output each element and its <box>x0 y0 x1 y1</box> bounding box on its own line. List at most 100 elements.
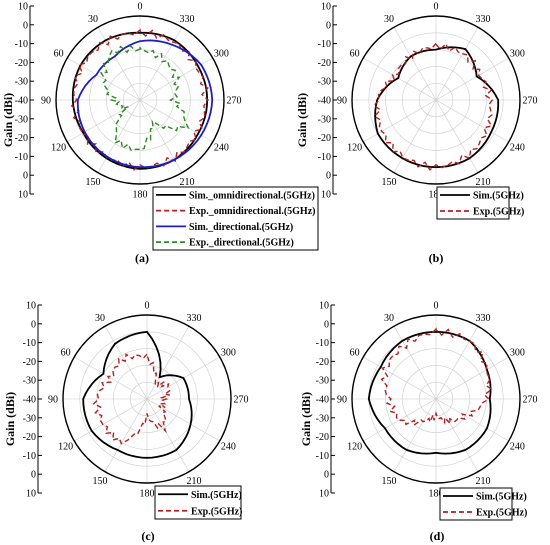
series-curve-2 <box>92 352 171 445</box>
angle-label: 180 <box>140 489 155 500</box>
angle-label: 270 <box>234 395 249 406</box>
series-curve-1 <box>367 330 492 455</box>
angle-label: 210 <box>476 177 491 188</box>
grid-spoke <box>393 398 437 472</box>
gain-tick-label: -20 <box>316 432 329 443</box>
legend-label: Exp.(5GHz) <box>473 207 524 218</box>
gain-tick-label: 10 <box>18 190 28 201</box>
legend-box <box>439 487 513 521</box>
grid-spoke <box>146 398 220 442</box>
angle-label: 300 <box>510 348 525 359</box>
gain-tick-label: -30 <box>318 114 331 125</box>
gain-tick-label: -20 <box>23 432 36 443</box>
gain-tick-label: -20 <box>318 58 331 69</box>
gain-tick-label: 10 <box>319 301 329 312</box>
legend-label: Exp.(5GHz) <box>191 506 242 517</box>
series-curve-3 <box>76 39 214 169</box>
gain-tick-label: 10 <box>26 301 36 312</box>
grid-spoke <box>393 99 437 173</box>
angle-label: 300 <box>510 49 525 60</box>
angle-label: 60 <box>350 49 360 60</box>
gain-tick-label: -10 <box>15 39 28 50</box>
gain-tick-label: -30 <box>23 413 36 424</box>
gain-tick-label: 0 <box>31 470 36 481</box>
panel-label: (c) <box>141 529 154 543</box>
angle-label: 330 <box>476 14 491 25</box>
angle-label: 90 <box>337 96 347 107</box>
grid-spoke <box>97 99 141 173</box>
outer-ring <box>351 15 521 185</box>
angle-label: 270 <box>523 96 538 107</box>
legend-label: Sim.(5GHz) <box>476 492 527 503</box>
angle-label: 210 <box>476 476 491 487</box>
legend-box <box>436 186 510 220</box>
angle-label: 180 <box>429 190 444 201</box>
angle-label: 30 <box>384 313 394 324</box>
angle-label: 240 <box>214 143 229 154</box>
angle-label: 60 <box>54 49 64 60</box>
grid-spoke <box>74 356 148 400</box>
gain-tick-label: -20 <box>15 133 28 144</box>
grid-spoke <box>363 356 437 400</box>
y-axis-label: Gain (dBi) <box>1 93 15 147</box>
series-curve-2 <box>372 41 494 171</box>
y-axis-label: Gain (dBi) <box>299 392 313 446</box>
grid-spoke <box>74 398 148 442</box>
angle-label: 270 <box>227 96 242 107</box>
gain-tick-label: 0 <box>324 470 329 481</box>
grid-spoke <box>363 57 437 101</box>
legend-label: Exp._omnidirectional.(5GHz) <box>189 206 315 217</box>
series-curve-1 <box>82 330 193 459</box>
gain-tick-label: 0 <box>31 319 36 330</box>
grid-spoke <box>393 27 437 101</box>
angle-label: 0 <box>145 301 150 312</box>
angle-label: 300 <box>221 348 236 359</box>
y-axis-label: Gain (dBi) <box>3 392 17 446</box>
gain-tick-label: -10 <box>318 152 331 163</box>
gain-tick-label: 10 <box>18 2 28 13</box>
grid-spoke <box>435 326 479 400</box>
grid-spoke <box>97 27 141 101</box>
angle-label: 240 <box>221 442 236 453</box>
grid-spoke <box>104 326 148 400</box>
angle-label: 150 <box>382 476 397 487</box>
angle-label: 330 <box>180 14 195 25</box>
grid-spoke <box>139 27 183 101</box>
gain-tick-label: 10 <box>319 489 329 500</box>
polar-panel-4: 0 330 300 270 240 210 180 150 120 90 60 30 10 0 -10 -20… <box>299 301 538 544</box>
angle-label: 330 <box>476 313 491 324</box>
gain-tick-label: 0 <box>23 20 28 31</box>
angle-label: 210 <box>187 476 202 487</box>
angle-label: 120 <box>51 143 66 154</box>
grid-spoke <box>435 57 509 101</box>
panel-label: (a) <box>135 251 149 265</box>
gain-tick-label: -30 <box>316 413 329 424</box>
gain-tick-label: -10 <box>23 338 36 349</box>
legend-label: Exp.(5GHz) <box>476 508 527 519</box>
gain-tick-label: -30 <box>15 114 28 125</box>
grid-spoke <box>393 326 437 400</box>
gain-tick-label: -20 <box>318 133 331 144</box>
angle-label: 90 <box>41 96 51 107</box>
legend-label: Sim.(5GHz) <box>191 490 242 501</box>
gain-tick-label: 10 <box>321 190 331 201</box>
series-curve-1 <box>71 31 209 170</box>
angle-label: 30 <box>88 14 98 25</box>
angle-label: 270 <box>523 395 538 406</box>
angle-label: 30 <box>95 313 105 324</box>
gain-tick-label: -30 <box>23 376 36 387</box>
gain-tick-label: -40 <box>23 395 36 406</box>
series-curve-4 <box>99 44 190 152</box>
gain-tick-label: -30 <box>318 77 331 88</box>
angle-label: 0 <box>138 2 143 13</box>
panel-label: (b) <box>429 251 444 265</box>
grid-spoke <box>67 57 141 101</box>
grid-spoke <box>435 398 509 442</box>
grid-spoke <box>435 356 509 400</box>
grid-spoke <box>104 398 148 472</box>
gain-tick-label: 0 <box>326 20 331 31</box>
angle-label: 120 <box>347 442 362 453</box>
angle-label: 90 <box>48 395 58 406</box>
angle-label: 150 <box>382 177 397 188</box>
